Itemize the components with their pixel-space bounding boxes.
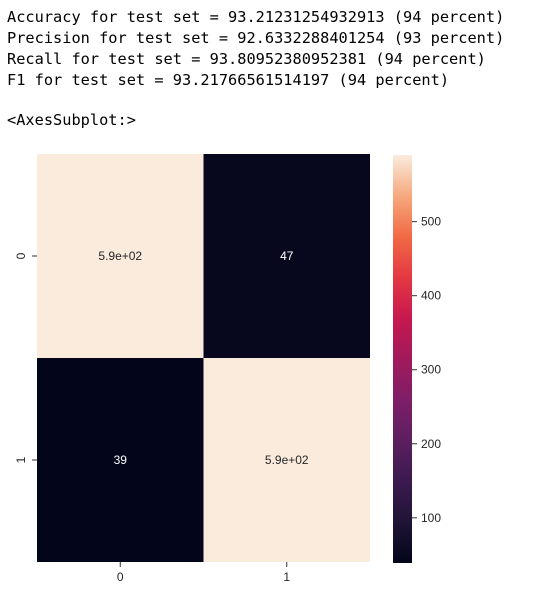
colorbar: [393, 155, 412, 563]
confusion-matrix-heatmap: 5.9e+02 47 39 5.9e+02 0 1 0 1 100 200 300 400 500: [14, 154, 441, 584]
heatmap-cell-0-0: [37, 154, 204, 358]
heatmap-cell-0-1: [203, 154, 370, 358]
heatmap-annotation-0-0: 5.9e+02: [98, 249, 142, 263]
heatmap-annotation-1-1: 5.9e+02: [265, 453, 309, 467]
colorbar-tick-label: 400: [421, 289, 441, 303]
y-tick-label: 0: [14, 252, 28, 259]
x-tick-label: 0: [117, 570, 124, 584]
y-tick-label: 1: [14, 456, 28, 463]
colorbar-tick-label: 500: [421, 215, 441, 229]
colorbar-tick-label: 100: [421, 511, 441, 525]
output-line-precision: Precision for test set = 92.633228840125…: [7, 29, 505, 47]
heatmap-cell-1-1: [203, 358, 370, 562]
x-tick-label: 1: [283, 570, 290, 584]
output-axes-repr: <AxesSubplot:>: [7, 111, 136, 129]
output-line-accuracy: Accuracy for test set = 93.2123125493291…: [7, 8, 505, 26]
colorbar-tick-label: 300: [421, 363, 441, 377]
heatmap-annotation-0-1: 47: [280, 249, 294, 263]
output-line-recall: Recall for test set = 93.80952380952381 …: [7, 50, 486, 68]
output-line-f1: F1 for test set = 93.21766561514197 (94 …: [7, 71, 450, 89]
heatmap-cell-1-0: [37, 358, 204, 562]
colorbar-tick-label: 200: [421, 437, 441, 451]
heatmap-annotation-1-0: 39: [114, 453, 128, 467]
